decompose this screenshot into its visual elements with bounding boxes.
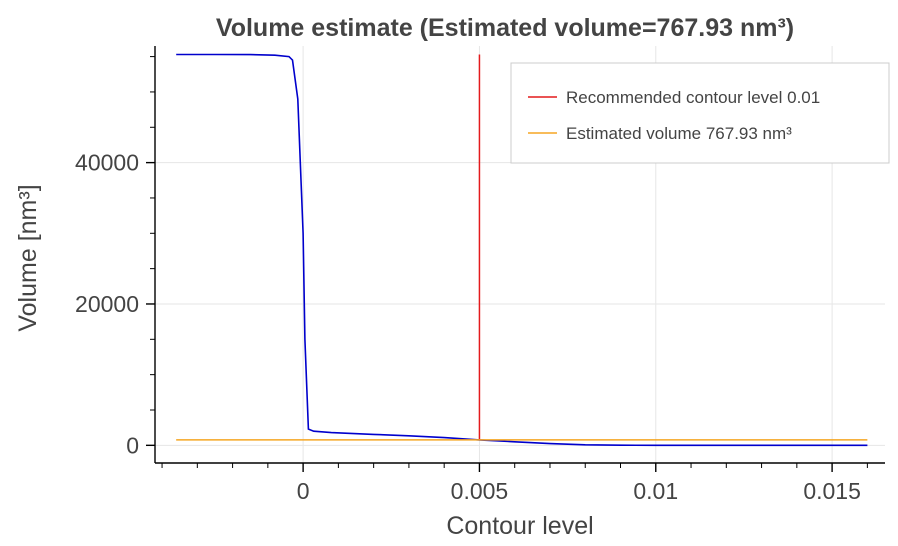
x-tick-label: 0 [297,478,310,504]
legend-label-recommended: Recommended contour level 0.01 [566,88,820,107]
x-tick-label: 0.015 [803,478,861,504]
legend-box [511,63,889,163]
chart-title: Volume estimate (Estimated volume=767.93… [216,14,794,42]
y-tick-label: 0 [126,432,139,458]
y-tick-label: 40000 [75,150,139,176]
legend-label-estimated: Estimated volume 767.93 nm³ [566,124,792,143]
y-axis-label: Volume [nm³] [14,184,42,331]
x-tick-label: 0.005 [451,478,509,504]
x-axis-label: Contour level [446,512,593,540]
legend: Recommended contour level 0.01 Estimated… [511,63,889,163]
x-tick-label: 0.01 [633,478,678,504]
y-tick-label: 20000 [75,291,139,317]
